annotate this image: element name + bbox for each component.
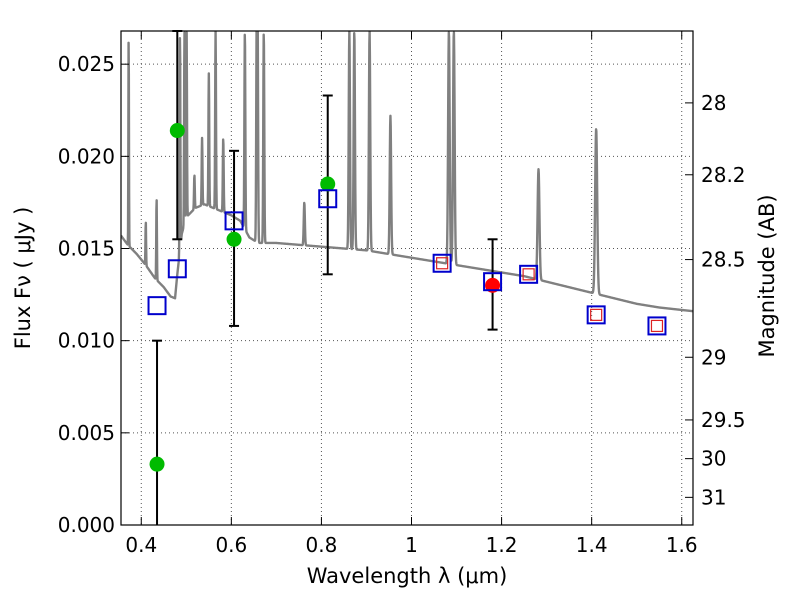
observed-point-red [485, 277, 501, 293]
model-flux-inner-square [436, 257, 449, 270]
observed-point [149, 456, 165, 472]
grid [121, 31, 693, 526]
y2-tick-label: 31 [701, 485, 726, 509]
model-flux-square [647, 316, 667, 336]
y2-tick-label: 28.5 [701, 248, 746, 272]
x-tick-label: 0.4 [125, 533, 157, 557]
y2-tick-label: 28.2 [701, 163, 746, 187]
x-tick-label: 1.4 [576, 533, 608, 557]
model-flux-inner-square [522, 268, 535, 281]
error-bars [152, 30, 498, 525]
model-flux-square [519, 264, 539, 284]
model-flux-square [224, 211, 244, 231]
y-tick-label: 0.005 [58, 421, 115, 445]
y2-tick-label: 29 [701, 345, 726, 369]
y-tick-label: 0.010 [58, 329, 115, 353]
x-tick-label: 1 [405, 533, 418, 557]
y-tick-label: 0.000 [58, 513, 115, 537]
model-flux-square [586, 305, 606, 325]
y2-tick-label: 28 [701, 91, 726, 115]
y-tick-label: 0.015 [58, 237, 115, 261]
y-tick-label: 0.025 [58, 52, 115, 76]
observed-point [320, 176, 336, 192]
y-axis-label: Flux Fν ( μJy ) [11, 207, 35, 350]
model-flux-inner-square [590, 308, 603, 321]
model-flux-inner-square [650, 319, 664, 333]
x-tick-label: 0.8 [306, 533, 338, 557]
model-flux-square [167, 259, 187, 279]
x-tick-label: 0.6 [215, 533, 247, 557]
plot-frame [120, 30, 694, 526]
model-flux-square [432, 253, 452, 273]
right-axis-label: Magnitude (AB) [755, 194, 779, 357]
y2-tick-label: 30 [701, 447, 726, 471]
x-tick-label: 1.6 [666, 533, 698, 557]
sed-line [121, 31, 693, 313]
axis-ticks: 0.4 0.6 0.8 1 1.2 1.4 1.6 0.000 0.005 0.010 0.015 0… [58, 31, 746, 557]
x-tick-label: 1.2 [486, 533, 518, 557]
observed-point [226, 231, 242, 247]
model-flux-square [318, 189, 338, 209]
model-flux-square [147, 296, 167, 316]
data-markers [147, 123, 667, 472]
y-tick-label: 0.020 [58, 144, 115, 168]
observed-point [169, 123, 185, 139]
x-axis-label: Wavelength λ (μm) [307, 564, 508, 588]
sed-model-curve [121, 31, 693, 313]
y2-tick-label: 29.5 [701, 408, 746, 432]
model-flux-square [483, 272, 503, 292]
